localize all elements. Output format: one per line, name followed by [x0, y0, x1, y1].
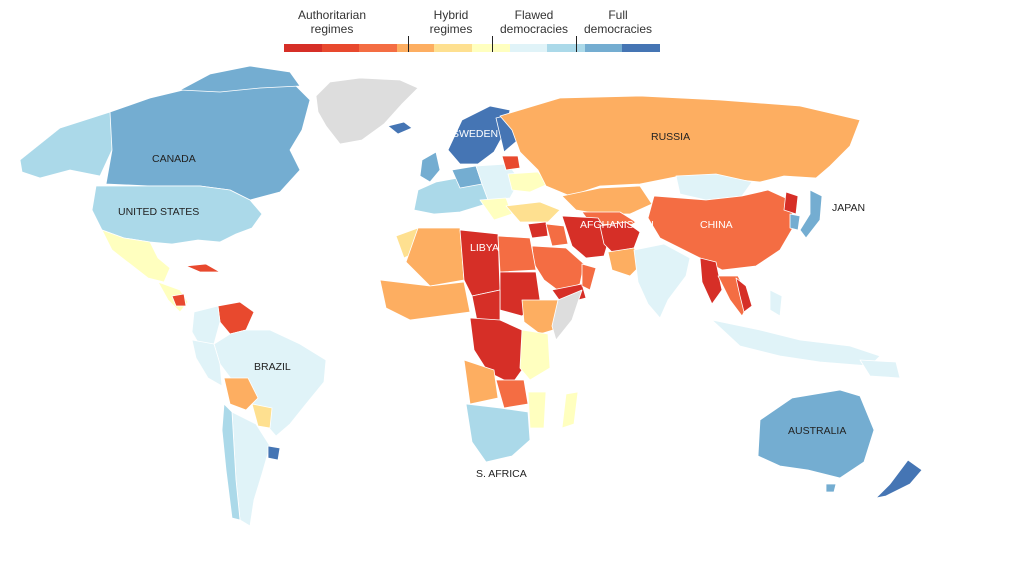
label-south-africa: S. AFRICA — [476, 468, 527, 480]
legend-swatch-3 — [396, 44, 435, 52]
label-united-states: UNITED STATES — [118, 206, 199, 218]
legend-swatch-9 — [622, 44, 660, 52]
region-egypt[interactable] — [497, 235, 537, 273]
region-iraq[interactable] — [545, 223, 569, 247]
region-indonesia[interactable] — [711, 319, 881, 367]
region-venezuela[interactable] — [217, 301, 255, 335]
region-iran[interactable] — [561, 215, 611, 259]
region-north-korea[interactable] — [783, 191, 799, 215]
region-china[interactable] — [647, 189, 795, 271]
region-southern-africa[interactable] — [465, 403, 531, 463]
region-madagascar[interactable] — [561, 391, 579, 429]
legend-swatch-5 — [471, 44, 510, 52]
region-uk[interactable] — [419, 151, 441, 183]
region-kazakhstan[interactable] — [561, 185, 653, 215]
legend-swatch-0 — [284, 44, 322, 52]
label-sweden: SWEDEN — [452, 128, 498, 140]
region-india[interactable] — [633, 243, 691, 319]
region-vietnam[interactable] — [735, 277, 753, 313]
region-oman[interactable] — [581, 263, 597, 291]
region-somalia — [551, 289, 583, 341]
region-peru[interactable] — [191, 339, 223, 387]
label-russia: RUSSIA — [651, 131, 690, 143]
region-east-africa[interactable] — [519, 329, 551, 381]
region-canada[interactable] — [105, 77, 311, 201]
region-nicaragua[interactable] — [171, 293, 187, 307]
region-new-zealand[interactable] — [875, 459, 923, 499]
legend-tick — [576, 36, 577, 52]
legend-tick — [492, 36, 493, 52]
region-png[interactable] — [859, 359, 901, 379]
legend-label-authoritarian: Authoritarian regimes — [297, 8, 367, 36]
region-chile[interactable] — [221, 403, 241, 521]
legend-swatch-2 — [359, 44, 397, 52]
legend-label-full: Full democracies — [583, 8, 653, 36]
label-brazil: BRAZIL — [254, 361, 291, 373]
map-labels: CANADA UNITED STATES BRAZIL SWEDEN RUSSI… — [118, 128, 865, 480]
region-uruguay[interactable] — [267, 445, 281, 461]
region-turkey[interactable] — [505, 201, 561, 223]
region-angola[interactable] — [463, 359, 499, 405]
region-libya[interactable] — [459, 229, 501, 297]
legend-swatch-1 — [321, 44, 360, 52]
legend-label-flawed: Flawed democracies — [499, 8, 569, 36]
region-mozambique[interactable] — [527, 391, 547, 429]
legend-tick — [408, 36, 409, 52]
region-alaska[interactable] — [19, 111, 121, 179]
legend-swatch-8 — [584, 44, 623, 52]
region-belarus[interactable] — [501, 155, 521, 171]
legend-swatch-7 — [547, 44, 585, 52]
region-japan[interactable] — [799, 189, 823, 239]
region-canada-arctic[interactable] — [179, 65, 301, 93]
region-iceland[interactable] — [387, 121, 413, 135]
label-china: CHINA — [700, 219, 733, 231]
label-australia: AUSTRALIA — [788, 425, 846, 437]
region-myanmar[interactable] — [699, 257, 723, 305]
region-mexico[interactable] — [101, 229, 171, 283]
region-tasmania[interactable] — [825, 483, 837, 493]
label-japan: JAPAN — [832, 202, 865, 214]
region-greenland — [315, 77, 419, 145]
region-ukraine[interactable] — [507, 171, 549, 193]
region-australia[interactable] — [757, 389, 875, 479]
region-philippines[interactable] — [769, 289, 783, 317]
legend-label-hybrid: Hybrid regimes — [429, 8, 473, 36]
region-zambia[interactable] — [495, 379, 529, 409]
label-canada: CANADA — [152, 153, 196, 165]
legend-color-scale — [284, 44, 660, 52]
legend-swatch-4 — [434, 44, 472, 52]
label-libya: LIBYA — [470, 242, 499, 254]
region-algeria[interactable] — [405, 227, 465, 287]
region-west-africa[interactable] — [379, 279, 471, 321]
legend: Authoritarian regimes Hybrid regimes Fla… — [284, 6, 660, 52]
region-colombia[interactable] — [191, 305, 221, 347]
label-afghanistan: AFGHANISTAN — [580, 219, 654, 231]
region-russia[interactable] — [499, 95, 861, 197]
region-central-africa[interactable] — [469, 317, 523, 385]
legend-swatch-6 — [509, 44, 548, 52]
region-syria[interactable] — [527, 221, 549, 239]
region-south-korea[interactable] — [789, 213, 801, 231]
region-balkans[interactable] — [479, 197, 513, 221]
region-cuba[interactable] — [185, 263, 221, 273]
region-paraguay[interactable] — [251, 403, 273, 429]
